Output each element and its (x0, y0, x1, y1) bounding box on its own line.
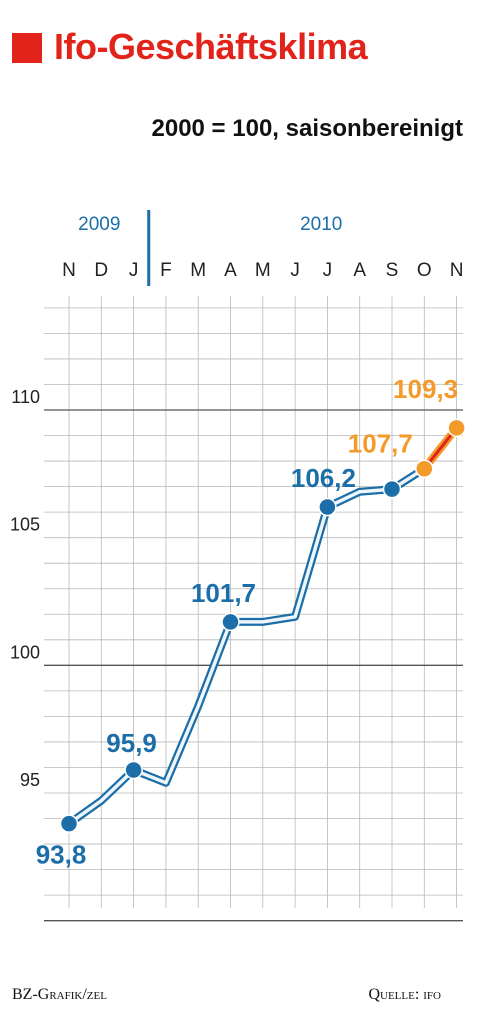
data-point-marker (318, 497, 337, 517)
estimate-point-marker (447, 418, 466, 438)
data-label: 109,3 (393, 374, 458, 404)
data-label: 106,2 (291, 463, 356, 493)
year-label: 2010 (300, 214, 342, 235)
chart-subtitle: 2000 = 100, saisonbereinigt (151, 115, 464, 142)
title-marker-square (12, 33, 42, 63)
year-label: 2009 (78, 214, 120, 235)
series-line-outline (65, 464, 429, 828)
data-point-marker (59, 814, 79, 833)
series-line-core (67, 466, 427, 826)
x-tick-label: S (386, 260, 399, 281)
chart-title: Ifo-Geschäftsklima (54, 26, 368, 67)
data-label: 93,8 (36, 840, 87, 870)
data-label: 101,7 (191, 578, 256, 608)
data-label: 95,9 (106, 728, 157, 758)
x-tick-label: J (290, 260, 300, 281)
x-tick-label: F (160, 260, 172, 281)
x-tick-label: O (417, 260, 432, 281)
data-point-marker (221, 612, 240, 632)
estimate-point-marker (415, 459, 434, 478)
data-point-marker (124, 760, 143, 780)
x-tick-label: J (323, 260, 333, 281)
data-point-marker (382, 479, 402, 499)
y-tick-label: 95 (20, 770, 40, 790)
y-tick-label: 105 (10, 515, 40, 535)
y-tick-label: 100 (10, 642, 40, 662)
data-label: 107,7 (348, 429, 413, 459)
graphic-credit: BZ-Grafik/zel (12, 986, 107, 1003)
x-tick-label: D (94, 260, 108, 281)
x-tick-label: N (62, 260, 76, 281)
x-tick-label: M (190, 260, 206, 281)
x-tick-label: A (353, 260, 366, 281)
x-tick-label: M (255, 260, 271, 281)
x-tick-label: N (450, 260, 464, 281)
x-tick-label: J (129, 260, 139, 281)
y-tick-label: 110 (11, 387, 40, 407)
source-note: Quelle: ifo (368, 986, 441, 1003)
x-tick-label: A (224, 260, 237, 281)
